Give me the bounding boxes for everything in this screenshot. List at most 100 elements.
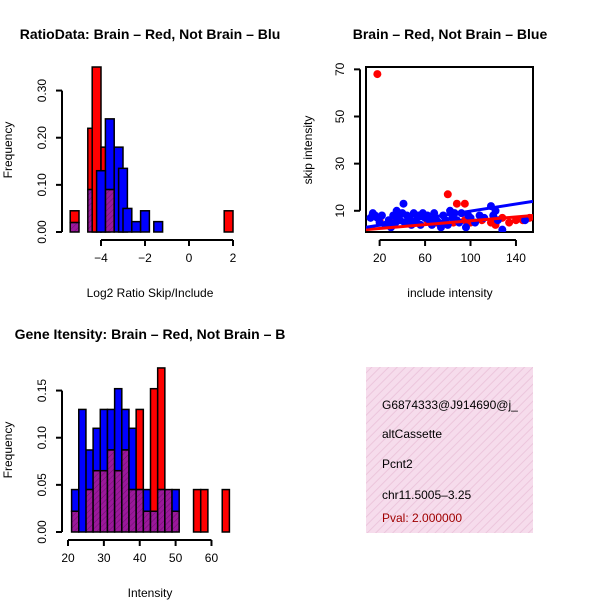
ratio-chart-title: RatioData: Brain – Red, Not Brain – Blu: [20, 26, 281, 42]
intensity-overlap-hatch: [93, 470, 101, 532]
intensity-notbrain-bar: [99, 408, 109, 472]
skip-brain-point: [460, 199, 469, 208]
intensity-notbrain-bar: [106, 408, 116, 451]
intensity-overlap-hatch: [143, 511, 151, 532]
skip-notbrain-point: [436, 223, 445, 232]
intensity-notbrain-bar: [85, 449, 94, 491]
ratio-x-label: Log2 Ratio Skip/Include: [87, 286, 214, 300]
skip-brain-point: [443, 190, 452, 199]
intensity-notbrain-bar: [92, 427, 102, 472]
intensity-brain-bar: [192, 488, 202, 533]
skip-brain-point: [505, 218, 514, 227]
intensity-brain-bar: [156, 367, 166, 491]
intensity-overlap-hatch: [107, 449, 115, 532]
ratio-notbrain-bar: [139, 210, 151, 233]
ratio-overlap-hatch: [105, 189, 115, 232]
skip-y-tick-label: 30: [333, 157, 347, 171]
skip-brain-fit-line: [366, 214, 533, 232]
intensity-overlap-hatch: [157, 489, 165, 532]
skip-notbrain-point: [461, 223, 470, 232]
skip-y-tick-label: 10: [333, 204, 347, 218]
skip-x-label: include intensity: [407, 286, 492, 300]
ratio-bars: [69, 66, 234, 233]
intensity-x-tick-label: 40: [133, 551, 147, 565]
intensity-brain-bar: [149, 387, 159, 513]
intensity-x-tick-label: 50: [169, 551, 183, 565]
ratio-y-tick-label: 0.00: [35, 220, 49, 244]
intensity-overlap-hatch: [136, 489, 144, 532]
intensity-overlap-hatch: [150, 511, 158, 532]
skip-notbrain-point: [498, 225, 507, 232]
intensity-x-tick-label: 20: [61, 551, 75, 565]
ratio-notbrain-bar: [153, 220, 164, 233]
ratio-notbrain-bar: [122, 207, 133, 233]
skip-brain-point: [373, 70, 382, 79]
ratio-y-tick-label: 0.30: [35, 79, 49, 103]
intensity-x-tick-label: 30: [97, 551, 111, 565]
ratio-notbrain-bar: [104, 118, 115, 191]
skip-scatter-panel: Brain – Red, Not Brain – Blue 20 60 100 140…: [301, 26, 547, 300]
intensity-notbrain-bar: [142, 488, 152, 513]
skip-notbrain-fit-line: [366, 199, 533, 229]
info-location: chr11.5005–3.25: [382, 488, 472, 502]
ratio-y-tick-label: 0.10: [35, 173, 49, 197]
info-panel-background: [366, 367, 533, 533]
info-event-type: altCassette: [382, 427, 442, 441]
ratio-brain-bar: [69, 210, 80, 224]
info-gene: Pcnt2: [382, 457, 413, 471]
intensity-notbrain-bar: [128, 427, 137, 491]
intensity-overlap-hatch: [164, 489, 173, 532]
skip-x-tick-label: 60: [418, 251, 432, 265]
skip-notbrain-point: [399, 199, 408, 208]
skip-x-tick-label: 100: [461, 251, 481, 265]
skip-y-label: skip intensity: [301, 116, 315, 185]
intensity-notbrain-bar: [78, 408, 87, 533]
intensity-brain-bar: [135, 408, 145, 491]
intensity-y-label: Frequency: [1, 422, 15, 479]
intensity-overlap-hatch: [128, 489, 137, 532]
skip-chart-title: Brain – Red, Not Brain – Blue: [353, 26, 548, 42]
ratio-x-tick-label: −4: [94, 251, 108, 265]
skip-plot-area: [366, 70, 533, 232]
intensity-brain-bar: [199, 488, 209, 533]
intensity-chart-title: Gene Itensity: Brain – Red, Not Brain – …: [15, 326, 286, 342]
intensity-notbrain-bar: [70, 488, 80, 513]
intensity-notbrain-bar: [121, 408, 130, 451]
ratio-axes: −4 −2 0 2 0.00 0.10 0.20 0.30: [35, 79, 237, 265]
ratio-x-tick-label: −2: [138, 251, 152, 265]
skip-y-tick-label: 50: [333, 110, 347, 124]
ratio-brain-bar: [223, 210, 234, 233]
info-pval: Pval: 2.000000: [382, 511, 462, 525]
intensity-x-label: Intensity: [128, 586, 173, 600]
intensity-overlap-hatch: [114, 470, 122, 532]
intensity-overlap-hatch: [85, 489, 94, 532]
skip-x-tick-label: 20: [373, 251, 387, 265]
intensity-y-tick-label: 0.15: [35, 379, 49, 403]
intensity-overlap-hatch: [172, 511, 180, 532]
skip-brain-point: [452, 199, 461, 208]
intensity-y-tick-label: 0.05: [35, 473, 49, 497]
intensity-notbrain-bar: [171, 488, 180, 513]
intensity-x-tick-label: 60: [205, 551, 219, 565]
intensity-brain-bar: [221, 488, 231, 533]
intensity-bars: [70, 367, 231, 533]
ratio-x-tick-label: 0: [186, 251, 193, 265]
intensity-y-tick-label: 0.10: [35, 426, 49, 450]
info-panel: G6874333@J914690@j_ altCassette Pcnt2 ch…: [366, 367, 533, 533]
skip-notbrain-point: [377, 211, 386, 220]
intensity-overlap-hatch: [71, 511, 79, 532]
skip-axes: 20 60 100 140 10 30 50 70: [333, 62, 526, 265]
skip-plot-box: [365, 66, 534, 233]
ratio-notbrain-bar: [95, 169, 107, 233]
intensity-overlap-hatch: [100, 470, 108, 532]
skip-x-tick-label: 140: [506, 251, 526, 265]
skip-notbrain-point: [521, 216, 530, 225]
intensity-overlap-hatch: [121, 449, 129, 532]
intensity-y-tick-label: 0.00: [35, 520, 49, 544]
info-id-line: G6874333@J914690@j_: [382, 398, 518, 412]
skip-marks: [366, 70, 533, 232]
ratio-histogram-panel: RatioData: Brain – Red, Not Brain – Blu …: [1, 26, 280, 300]
skip-y-tick-label: 70: [333, 62, 347, 76]
ratio-overlap-hatch: [70, 222, 79, 232]
